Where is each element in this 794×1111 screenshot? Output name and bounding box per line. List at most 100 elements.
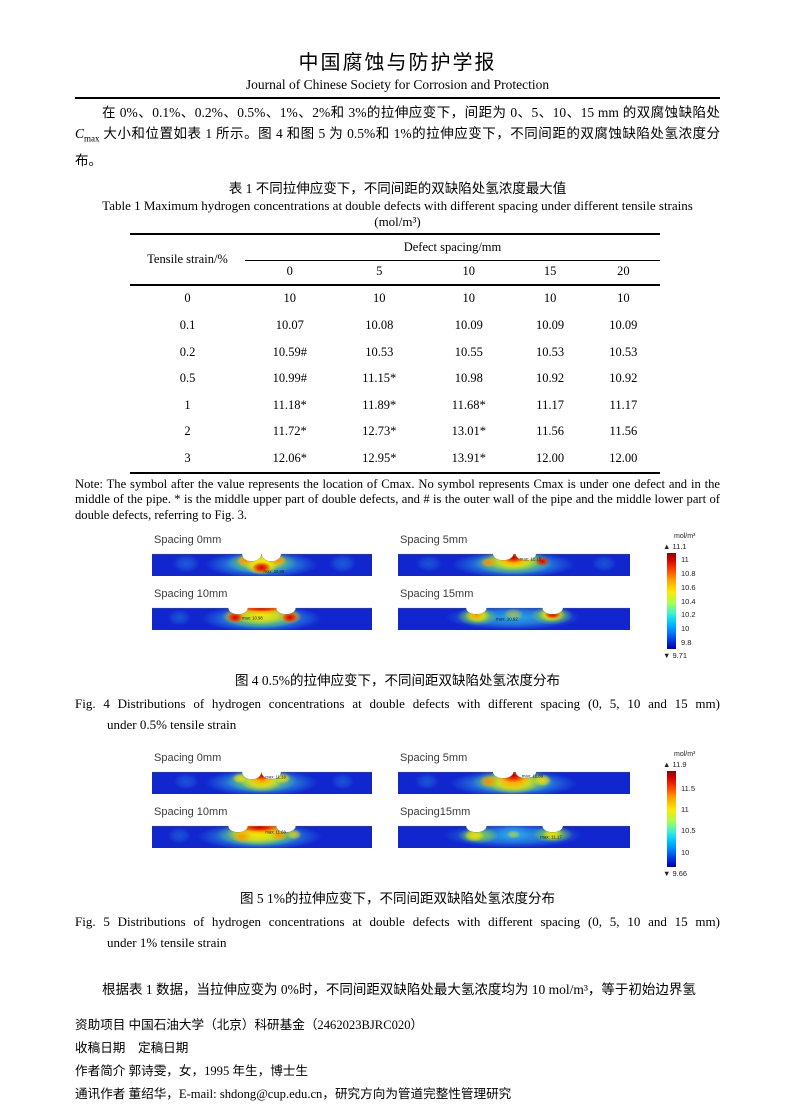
col-header-cell: 20	[586, 260, 660, 286]
table-cell: 10.53	[365, 344, 394, 359]
heatmap-panel: Spacing 5mm max: 11.15	[398, 531, 630, 577]
table-cell: 10.07	[275, 318, 304, 333]
pipe-heatmap-image: max: 11.15	[398, 554, 630, 577]
table-header-row-1: Tensile strain/% Defect spacing/mm	[130, 233, 660, 286]
footnote-funding: 资助项目 中国石油大学（北京）科研基金（2462023BJRC020）	[75, 1017, 424, 1032]
table-row: 3 12.06* 12.95* 13.91* 12.00 12.00	[130, 445, 660, 474]
col-header-cell: 15	[513, 260, 587, 286]
col-header-cell: 0	[245, 260, 335, 286]
table-cell: 11.56	[609, 424, 638, 439]
panel-spacing-label: Spacing15mm	[400, 806, 471, 819]
heatmap-panel: Spacing 10mm max: 11.68	[152, 803, 372, 849]
table-row: 2 11.72* 12.73* 13.01* 11.56 11.56	[130, 419, 660, 446]
figure5-colorbar: mol/m³ ▲ 11.9 11.5 11 10.5 10 ▼ 9.66	[663, 749, 718, 878]
table-cell: 12.73*	[362, 424, 397, 439]
figure4-colorbar: mol/m³ ▲ 11.1 11 10.8 10.6 10.4 10.2 10 9.8 ▼ …	[663, 531, 718, 660]
colorbar-tick-label: 11	[681, 555, 689, 565]
figure4-caption-en: Fig. 4 Distributions of hydrogen concent…	[75, 696, 720, 712]
footnote-dates: 收稿日期 定稿日期	[75, 1040, 189, 1055]
table-cell: 11.72*	[272, 424, 307, 439]
colorbar-gradient	[667, 771, 676, 868]
colorbar-tick-label: 10.8	[681, 569, 696, 579]
figure4-caption-cn: 图 4 0.5%的拉伸应变下，不同间距双缺陷处氢浓度分布	[234, 673, 561, 689]
table-cell: 10.09	[536, 318, 565, 333]
cmax-variable: C	[75, 126, 85, 141]
table-cell: 0.2	[179, 344, 196, 359]
pipe-heatmap-image: max: 10.92	[398, 608, 630, 631]
pipe-heatmap-image: max: 10.98	[152, 608, 372, 631]
table-cell: 13.01*	[451, 424, 486, 439]
pipe-heatmap-image: max: 11.17	[398, 826, 630, 849]
intro-text-post: 大小和位置如表 1 所示。图 4 和图 5 为 0.5%和 1%的拉伸应变下，不…	[75, 126, 720, 168]
journal-title-cn: 中国腐蚀与防护学报	[298, 52, 497, 74]
table-row: 0.5 10.99# 11.15* 10.98 10.92 10.92	[130, 365, 660, 392]
table-cell: 10	[543, 291, 557, 306]
pipe-heatmap-image: max: 11.89	[398, 772, 630, 795]
colorbar-scale: 11 10.8 10.6 10.4 10.2 10 9.8	[667, 553, 718, 650]
row-header-cell: Tensile strain/%	[130, 233, 245, 286]
table-cell: 11.17	[609, 397, 638, 412]
table-cell: 10.98	[454, 371, 483, 386]
table-row: 1 11.18* 11.89* 11.68* 11.17 11.17	[130, 392, 660, 419]
figure4-panels: Spacing 0mm max: 10.99 Spacing 5mm max: 11.…	[152, 531, 630, 631]
table-cell: 2	[184, 424, 191, 439]
footnote-author-bio: 作者简介 郭诗雯，女，1995 年生，博士生	[75, 1063, 308, 1078]
table-row: 0 10 10 10 10 10	[130, 285, 660, 313]
table-header-row-2: 0 5 10 15 20	[130, 260, 660, 286]
max-value-annotation: max: 11.17	[540, 835, 562, 840]
table-cell: 10	[462, 291, 476, 306]
colorbar-tick-label: 10.5	[681, 826, 696, 836]
col-header-cell: 10	[424, 260, 514, 286]
max-value-annotation: max: 10.92	[496, 617, 518, 622]
table-cell: 11.17	[536, 397, 564, 412]
table-row: 0.2 10.59# 10.53 10.55 10.53 10.53	[130, 339, 660, 366]
figure5: Spacing 0mm max: 11.18 Spacing 5mm max: 11.…	[75, 749, 720, 878]
figure4-caption-en-cont: under 0.5% tensile strain	[107, 717, 237, 733]
table-cell: 10	[283, 291, 297, 306]
table-cell: 0	[184, 291, 191, 306]
figure5-caption-en: Fig. 5 Distributions of hydrogen concent…	[75, 914, 720, 930]
data-table: Tensile strain/% Defect spacing/mm 0 5 10 1…	[130, 232, 660, 474]
table-caption-cn: 表 1 不同拉伸应变下，不同间距的双缺陷处氢浓度最大值	[228, 180, 567, 196]
table-cell: 10.59#	[272, 344, 307, 359]
table-cell: 10.09	[609, 318, 638, 333]
table-cell: 10.53	[536, 344, 565, 359]
table-cell: 10	[617, 291, 630, 306]
table-row: 0.1 10.07 10.08 10.09 10.09 10.09	[130, 312, 660, 339]
table-cell: 12.00	[586, 445, 660, 474]
panel-spacing-label: Spacing 0mm	[154, 534, 222, 547]
table-cell: 10.09	[454, 318, 483, 333]
table-cell: 11.56	[536, 424, 564, 439]
table-cell: 10.99#	[272, 371, 307, 386]
colorbar-max: ▲ 11.9	[663, 760, 687, 770]
table-cell: 3	[130, 445, 245, 474]
figure5-caption-en-cont: under 1% tensile strain	[107, 935, 227, 951]
colorbar-tick-label: 10	[681, 624, 690, 634]
figure4: Spacing 0mm max: 10.99 Spacing 5mm max: 11.…	[75, 531, 720, 660]
table-cell: 11.68*	[451, 397, 486, 412]
panel-spacing-label: Spacing 5mm	[400, 752, 468, 765]
closing-paragraph: 根据表 1 数据，当拉伸应变为 0%时，不同间距双缺陷处最大氢浓度均为 10 m…	[102, 982, 696, 998]
col-group-header-cell: Defect spacing/mm	[245, 233, 660, 261]
table-cell: 1	[184, 397, 191, 412]
heatmap-panel: Spacing15mm max: 11.17	[398, 803, 630, 849]
colorbar-unit: mol/m³	[674, 751, 696, 759]
colorbar-tick-label: 11.5	[681, 783, 696, 793]
colorbar-gradient	[667, 553, 676, 650]
max-value-annotation: max: 11.15	[520, 557, 542, 562]
pipe-heatmap-image: max: 11.68	[152, 826, 372, 849]
intro-text-pre: 在 0%、0.1%、0.2%、0.5%、1%、2%和 3%的拉伸应变下，间距为 …	[102, 105, 720, 120]
table-unit: (mol/m³)	[374, 213, 421, 229]
table-cell: 12.00	[513, 445, 587, 474]
table-caption-en: Table 1 Maximum hydrogen concentrations …	[102, 197, 693, 213]
table-cell: 12.95*	[334, 445, 424, 474]
panel-spacing-label: Spacing 10mm	[154, 588, 228, 601]
table-cell: 10.08	[365, 318, 394, 333]
table-cell: 0.1	[179, 318, 196, 333]
colorbar-unit: mol/m³	[674, 533, 696, 541]
journal-title-en: Journal of Chinese Society for Corrosion…	[245, 77, 550, 92]
table-cell: 10.92	[536, 371, 565, 386]
max-value-annotation: max: 10.99	[263, 569, 284, 574]
footnotes: 资助项目 中国石油大学（北京）科研基金（2462023BJRC020） 收稿日期…	[75, 1014, 720, 1106]
